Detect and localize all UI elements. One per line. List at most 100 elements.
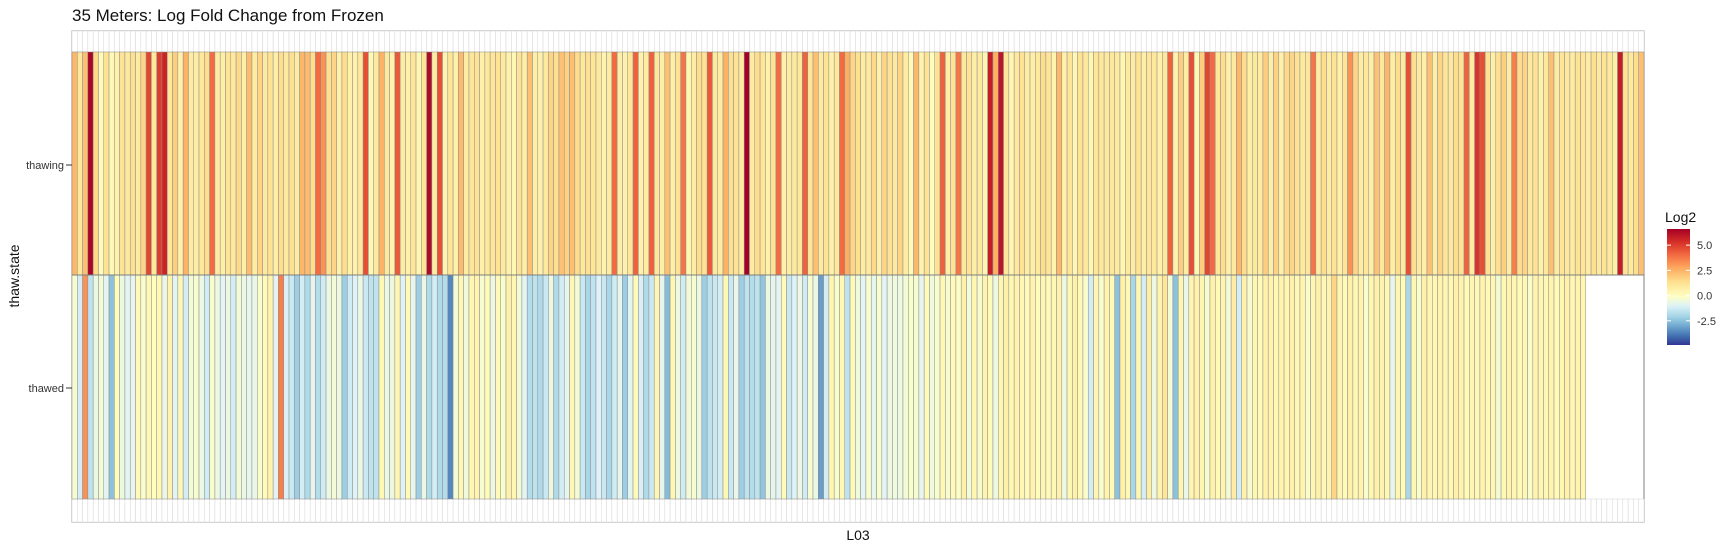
empty-cell-bottom-106 bbox=[632, 498, 639, 523]
empty-cell-bottom-12 bbox=[135, 498, 142, 523]
heatmap-cell-thawed-177 bbox=[1008, 274, 1015, 500]
heatmap-cell-thawed-254 bbox=[1416, 274, 1422, 500]
heatmap-cell-thawed-116 bbox=[685, 274, 692, 500]
heatmap-cell-thawed-209 bbox=[1177, 274, 1184, 500]
empty-cell-top-234 bbox=[1310, 30, 1317, 53]
empty-cell-bottom-245 bbox=[1368, 498, 1375, 523]
heatmap-cell-thawed-130 bbox=[759, 274, 766, 500]
empty-cell-bottom-227 bbox=[1273, 498, 1280, 523]
empty-cell-top-172 bbox=[982, 30, 988, 53]
heatmap-cell-thawing-79 bbox=[489, 51, 496, 276]
empty-cell-bottom-127 bbox=[743, 498, 750, 523]
empty-cell-bottom-189 bbox=[1072, 498, 1078, 523]
empty-cell-top-210 bbox=[1183, 30, 1190, 53]
empty-cell-bottom-76 bbox=[474, 498, 480, 523]
empty-cell-bottom-210 bbox=[1183, 498, 1190, 523]
heatmap-cell-thawed-54 bbox=[357, 274, 364, 500]
empty-cell-top-15 bbox=[151, 30, 157, 53]
empty-cell-bottom-274 bbox=[1522, 498, 1528, 523]
empty-cell-bottom-120 bbox=[706, 498, 713, 523]
empty-cell-top-226 bbox=[1267, 30, 1274, 53]
heatmap-cell-thawing-101 bbox=[606, 51, 613, 276]
heatmap-cell-thawed-244 bbox=[1363, 274, 1370, 500]
heatmap-cell-thawing-198 bbox=[1119, 51, 1126, 276]
empty-cell-bottom-198 bbox=[1119, 498, 1126, 523]
heatmap-cell-thawed-232 bbox=[1299, 274, 1306, 500]
heatmap-cell-thawing-60 bbox=[389, 51, 396, 276]
heatmap-cell-thawed-59 bbox=[384, 274, 390, 500]
empty-cell-bottom-66 bbox=[421, 498, 427, 523]
heatmap-cell-thawed-126 bbox=[738, 274, 745, 500]
empty-cell-bottom-83 bbox=[511, 498, 517, 523]
empty-cell-top-1 bbox=[77, 30, 83, 53]
empty-cell-bottom-5 bbox=[98, 498, 104, 523]
empty-cell-top-161 bbox=[923, 30, 930, 53]
empty-cell-top-203 bbox=[1146, 30, 1152, 53]
empty-cell-top-128 bbox=[749, 30, 756, 53]
heatmap-cell-thawing-262 bbox=[1458, 51, 1465, 276]
empty-cell-bottom-77 bbox=[479, 498, 486, 523]
heatmap-cell-thawing-2 bbox=[82, 51, 89, 276]
heatmap-cell-thawing-235 bbox=[1315, 51, 1322, 276]
empty-cell-top-6 bbox=[103, 30, 110, 53]
empty-cell-top-29 bbox=[225, 30, 232, 53]
heatmap-cell-thawing-269 bbox=[1495, 51, 1502, 276]
heatmap-cell-thawing-246 bbox=[1373, 51, 1380, 276]
empty-cell-bottom-99 bbox=[595, 498, 602, 523]
empty-cell-bottom-60 bbox=[389, 498, 396, 523]
empty-cell-top-92 bbox=[558, 30, 565, 53]
heatmap-cell-thawing-254 bbox=[1416, 51, 1422, 276]
heatmap-cell-thawing-57 bbox=[373, 51, 380, 276]
heatmap-cell-thawed-80 bbox=[495, 274, 501, 500]
empty-cell-top-106 bbox=[632, 30, 639, 53]
empty-cell-bottom-178 bbox=[1013, 498, 1020, 523]
heatmap-cell-thawing-71 bbox=[447, 51, 454, 276]
heatmap-cell-thawing-117 bbox=[691, 51, 697, 276]
empty-cell-bottom-122 bbox=[717, 498, 724, 523]
heatmap-cell-thawed-220 bbox=[1236, 274, 1242, 500]
heatmap-cell-thawed-246 bbox=[1373, 274, 1380, 500]
heatmap-cell-thawed-188 bbox=[1066, 274, 1073, 500]
heatmap-cell-thawed-255 bbox=[1421, 274, 1428, 500]
heatmap-cell-thawed-23 bbox=[193, 274, 200, 500]
empty-cell-bottom-258 bbox=[1437, 498, 1444, 523]
heatmap-cell-thawed-178 bbox=[1013, 274, 1020, 500]
empty-cell-top-56 bbox=[368, 30, 374, 53]
heatmap-cell-thawed-153 bbox=[881, 274, 888, 500]
empty-cell-bottom-216 bbox=[1215, 498, 1221, 523]
empty-cell-top-115 bbox=[680, 30, 687, 53]
heatmap-cell-thawed-103 bbox=[616, 274, 623, 500]
heatmap-cell-thawing-218 bbox=[1225, 51, 1232, 276]
heatmap-cell-thawing-55 bbox=[362, 51, 369, 276]
heatmap-cell-thawed-63 bbox=[405, 274, 411, 500]
empty-cell-bottom-29 bbox=[225, 498, 232, 523]
heatmap-cell-thawing-181 bbox=[1029, 51, 1036, 276]
empty-cell-top-183 bbox=[1040, 30, 1047, 53]
empty-cell-top-209 bbox=[1177, 30, 1184, 53]
empty-cell-bottom-161 bbox=[923, 498, 930, 523]
empty-cell-bottom-58 bbox=[378, 498, 385, 523]
empty-cell-top-207 bbox=[1167, 30, 1174, 53]
heatmap-cell-thawed-28 bbox=[219, 274, 226, 500]
empty-cell-bottom-63 bbox=[405, 498, 411, 523]
empty-cell-bottom-79 bbox=[489, 498, 496, 523]
empty-cell-top-48 bbox=[325, 30, 332, 53]
empty-cell-bottom-257 bbox=[1432, 498, 1438, 523]
heatmap-cell-thawing-234 bbox=[1310, 51, 1317, 276]
heatmap-cell-thawed-251 bbox=[1400, 274, 1407, 500]
heatmap-cell-thawed-201 bbox=[1135, 274, 1142, 500]
empty-cell-bottom-191 bbox=[1082, 498, 1089, 523]
empty-cell-bottom-277 bbox=[1537, 498, 1544, 523]
empty-cell-bottom-205 bbox=[1156, 498, 1163, 523]
empty-cell-top-9 bbox=[119, 30, 126, 53]
heatmap-cell-thawed-84 bbox=[516, 274, 523, 500]
heatmap-cell-thawing-204 bbox=[1151, 51, 1158, 276]
empty-cell-top-39 bbox=[278, 30, 284, 53]
empty-cell-bottom-98 bbox=[590, 498, 597, 523]
heatmap-cell-thawing-196 bbox=[1109, 51, 1115, 276]
heatmap-cell-thawing-31 bbox=[235, 51, 242, 276]
heatmap-cell-thawed-174 bbox=[992, 274, 999, 500]
empty-cell-top-221 bbox=[1241, 30, 1248, 53]
empty-cell-top-173 bbox=[987, 30, 994, 53]
empty-cell-top-121 bbox=[712, 30, 718, 53]
